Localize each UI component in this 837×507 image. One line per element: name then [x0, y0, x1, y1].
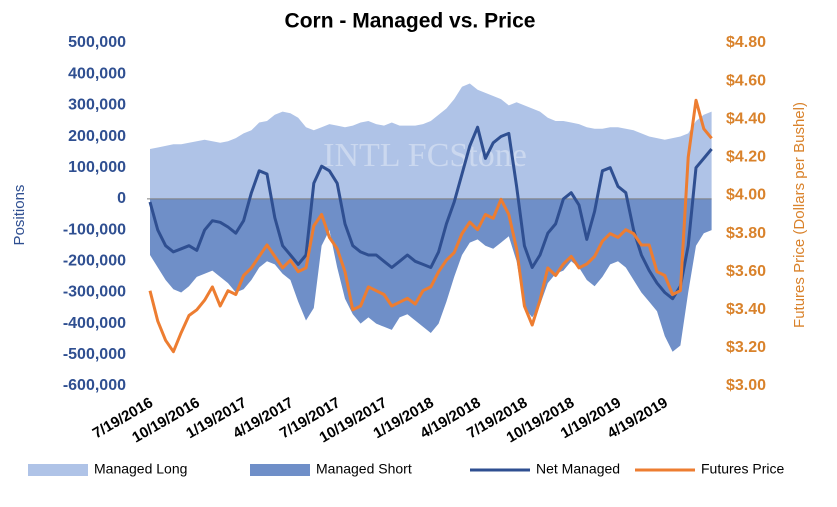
legend-label: Futures Price [701, 461, 784, 477]
area [150, 83, 712, 199]
legend-label: Managed Long [94, 461, 187, 477]
y2-tick-label: $3.60 [726, 263, 766, 280]
y-tick-label: -400,000 [63, 315, 126, 332]
y2-tick-label: $3.40 [726, 301, 766, 318]
legend-label: Net Managed [536, 461, 620, 477]
y-tick-label: -300,000 [63, 284, 126, 301]
legend-swatch [250, 464, 310, 476]
y2-axis-label: Futures Price (Dollars per Bushel) [791, 102, 808, 328]
y-tick-label: -100,000 [63, 221, 126, 238]
legend-label: Managed Short [316, 461, 412, 477]
y2-tick-label: $4.40 [726, 110, 766, 127]
legend-swatch [28, 464, 88, 476]
y2-tick-label: $3.80 [726, 225, 766, 242]
y2-tick-label: $3.00 [726, 377, 766, 394]
y-tick-label: 500,000 [68, 34, 126, 51]
area [150, 198, 712, 352]
y-tick-label: 300,000 [68, 97, 126, 114]
chart-title: Corn - Managed vs. Price [285, 10, 536, 33]
line [148, 98, 713, 354]
y-tick-label: -200,000 [63, 252, 126, 269]
y2-tick-label: $4.60 [726, 72, 766, 89]
y-tick-label: -600,000 [63, 377, 126, 394]
y-tick-label: 0 [117, 190, 126, 207]
y-axis-label: Positions [11, 185, 28, 246]
line [148, 125, 713, 301]
y2-tick-label: $4.00 [726, 187, 766, 204]
y2-tick-label: $4.20 [726, 149, 766, 166]
y2-tick-label: $3.20 [726, 339, 766, 356]
watermark: INTL FCStone [323, 137, 527, 174]
y2-tick-label: $4.80 [726, 34, 766, 51]
y-tick-label: -500,000 [63, 346, 126, 363]
y-tick-label: 200,000 [68, 128, 126, 145]
y-tick-label: 100,000 [68, 159, 126, 176]
y-tick-label: 400,000 [68, 65, 126, 82]
